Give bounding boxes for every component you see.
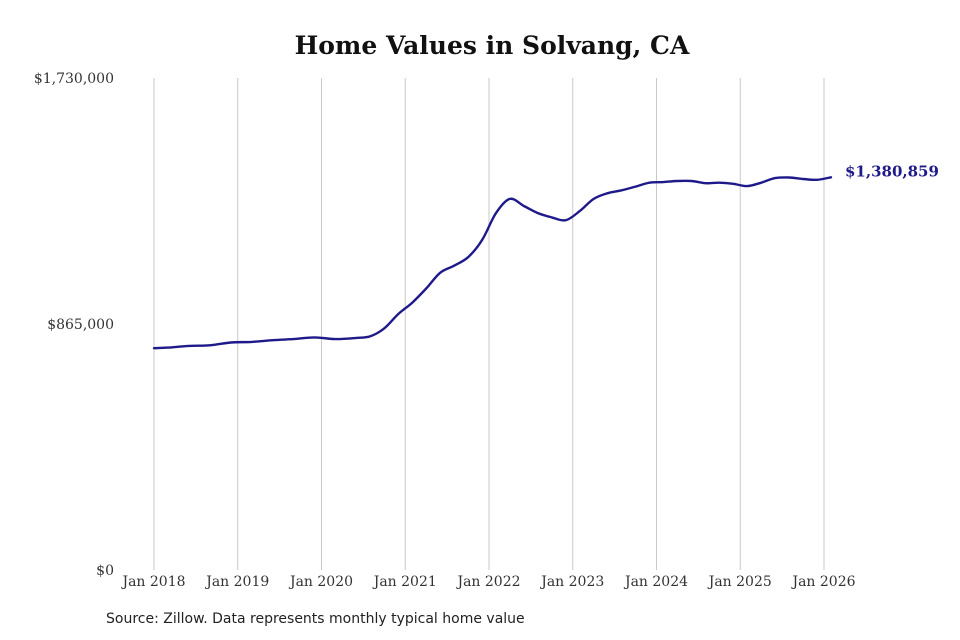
x-tick-label: Jan 2021 bbox=[372, 574, 437, 590]
source-note: Source: Zillow. Data represents monthly … bbox=[106, 611, 525, 627]
end-value-label: $1,380,859 bbox=[845, 162, 939, 180]
x-tick-label: Jan 2020 bbox=[288, 574, 353, 590]
x-axis-ticks: Jan 2018 Jan 2019 Jan 2020 Jan 2021 Jan 2022… bbox=[120, 574, 855, 590]
series-line-home-value bbox=[152, 176, 833, 350]
y-tick-label: $865,000 bbox=[47, 317, 114, 333]
x-tick-label: Jan 2023 bbox=[539, 574, 604, 590]
x-gridlines bbox=[153, 78, 825, 570]
y-tick-label: $0 bbox=[96, 563, 114, 579]
x-tick-label: Jan 2026 bbox=[790, 574, 855, 590]
y-axis-ticks: $0 $865,000 $1,730,000 bbox=[34, 71, 114, 579]
x-tick-label: Jan 2022 bbox=[455, 574, 520, 590]
x-tick-label: Jan 2024 bbox=[623, 574, 688, 590]
y-tick-label: $1,730,000 bbox=[34, 71, 114, 87]
chart-title: Home Values in Solvang, CA bbox=[295, 31, 690, 60]
x-tick-label: Jan 2018 bbox=[120, 574, 185, 590]
x-tick-label: Jan 2025 bbox=[707, 574, 772, 590]
x-tick-label: Jan 2019 bbox=[204, 574, 269, 590]
